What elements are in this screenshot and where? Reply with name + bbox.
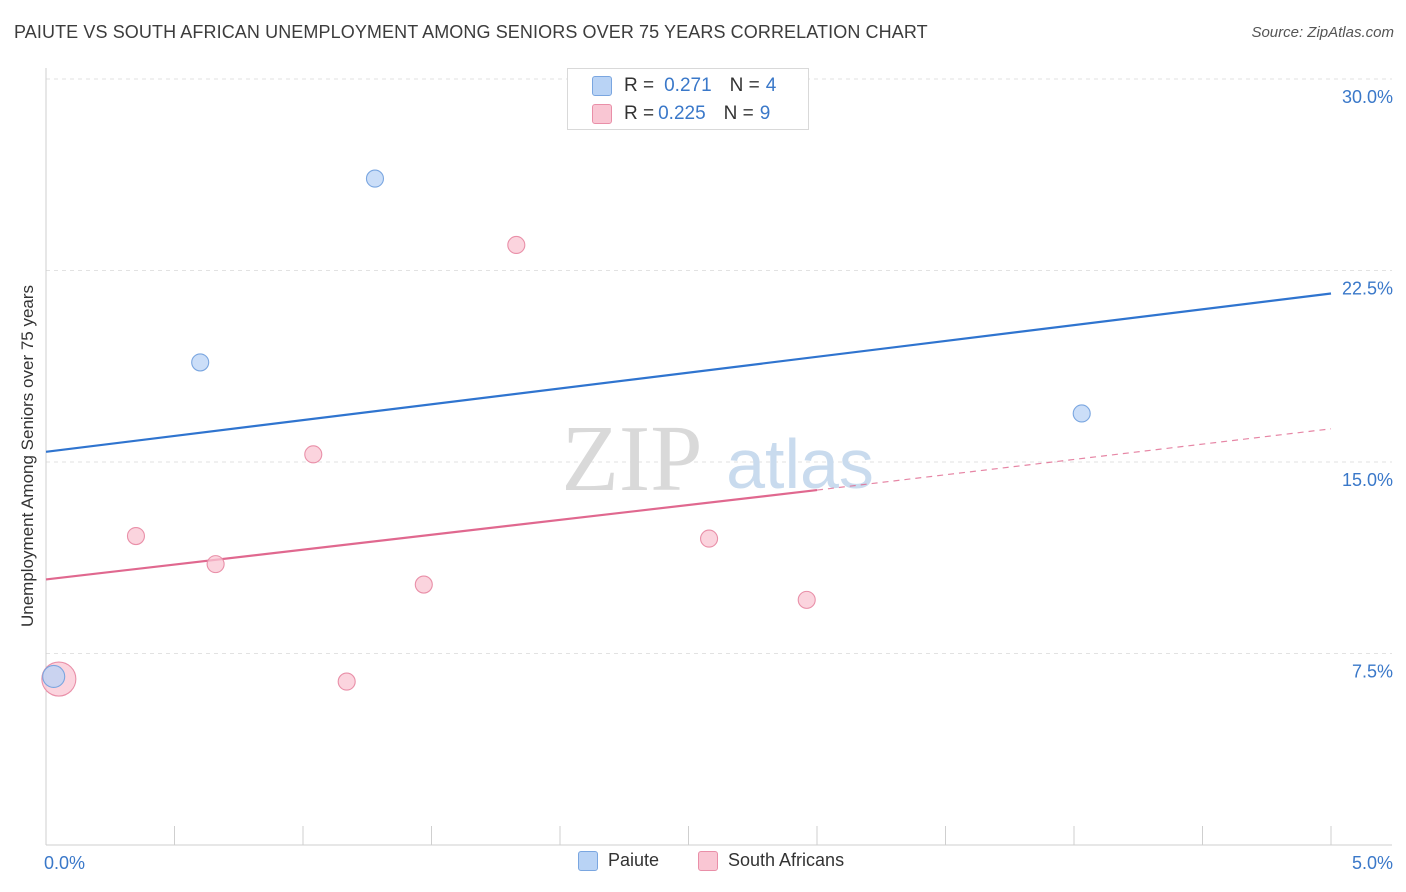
r-label: R = — [624, 103, 655, 124]
watermark: ZIP atlas — [562, 407, 874, 511]
stats-legend: R = 0.271 N = 4 R = 0.225 N = 9 — [567, 68, 809, 130]
data-point — [365, 169, 385, 188]
data-point — [304, 445, 323, 464]
legend-item-paiute[interactable]: Paiute — [578, 850, 659, 871]
n-label: N = — [729, 75, 760, 96]
chart-title: PAIUTE VS SOUTH AFRICAN UNEMPLOYMENT AMO… — [14, 22, 928, 42]
paiute-legend-swatch-icon — [578, 850, 598, 871]
y-tick-label: 22.5% — [1342, 279, 1393, 299]
axes — [45, 68, 1392, 846]
south-africans-swatch-icon — [592, 104, 612, 124]
stats-row-paiute: R = 0.271 N = 4 — [592, 73, 776, 99]
r-label: R = — [624, 75, 655, 96]
x-tick-label: 0.0% — [44, 853, 85, 873]
south-africans-legend-swatch-icon — [698, 850, 718, 871]
data-point — [414, 575, 433, 594]
data-point — [1072, 404, 1091, 423]
data-point — [42, 664, 66, 689]
trend-line-extension — [816, 428, 1332, 491]
data-point — [191, 353, 210, 372]
y-tick-label: 30.0% — [1342, 87, 1393, 107]
r-value: 0.225 — [658, 103, 706, 124]
watermark-atlas: atlas — [726, 425, 874, 503]
y-tick-label: 15.0% — [1342, 470, 1393, 490]
gridlines — [46, 78, 1392, 654]
source-label: Source: ZipAtlas.com — [1251, 24, 1394, 41]
data-point — [126, 526, 145, 546]
trend-lines — [45, 292, 1332, 581]
legend: Paiute South Africans — [0, 850, 1406, 878]
n-value: 4 — [765, 75, 777, 96]
x-tick-label: 5.0% — [1352, 853, 1393, 873]
data-point — [337, 672, 356, 691]
n-value: 9 — [759, 103, 771, 124]
legend-label-paiute: Paiute — [608, 850, 660, 870]
n-label: N = — [723, 103, 754, 124]
trend-line — [45, 292, 1332, 453]
data-point — [700, 529, 719, 548]
trend-line — [45, 488, 818, 581]
y-tick-label: 7.5% — [1352, 662, 1393, 682]
paiute-swatch-icon — [592, 76, 612, 96]
data-point — [797, 590, 816, 609]
tick-labels: 7.5% 15.0% 22.5% 30.0% 0.0% 5.0% — [44, 87, 1393, 873]
data-point — [507, 235, 526, 255]
r-value: 0.271 — [664, 75, 712, 96]
y-axis-label: Unemployment Among Seniors over 75 years — [18, 284, 37, 628]
data-points — [41, 169, 1091, 697]
legend-item-south-africans[interactable]: South Africans — [698, 850, 844, 871]
legend-label-south-africans: South Africans — [728, 850, 845, 870]
watermark-zip: ZIP — [562, 407, 703, 511]
stats-row-south-africans: R = 0.225 N = 9 — [592, 101, 770, 127]
data-point — [206, 555, 225, 574]
